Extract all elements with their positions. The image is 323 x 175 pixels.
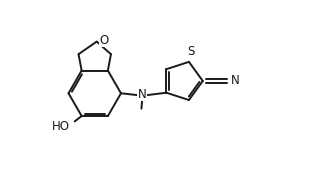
- Text: N: N: [231, 74, 240, 88]
- Text: S: S: [187, 45, 194, 58]
- Text: N: N: [138, 88, 147, 101]
- Text: HO: HO: [52, 120, 70, 133]
- Text: O: O: [100, 34, 109, 47]
